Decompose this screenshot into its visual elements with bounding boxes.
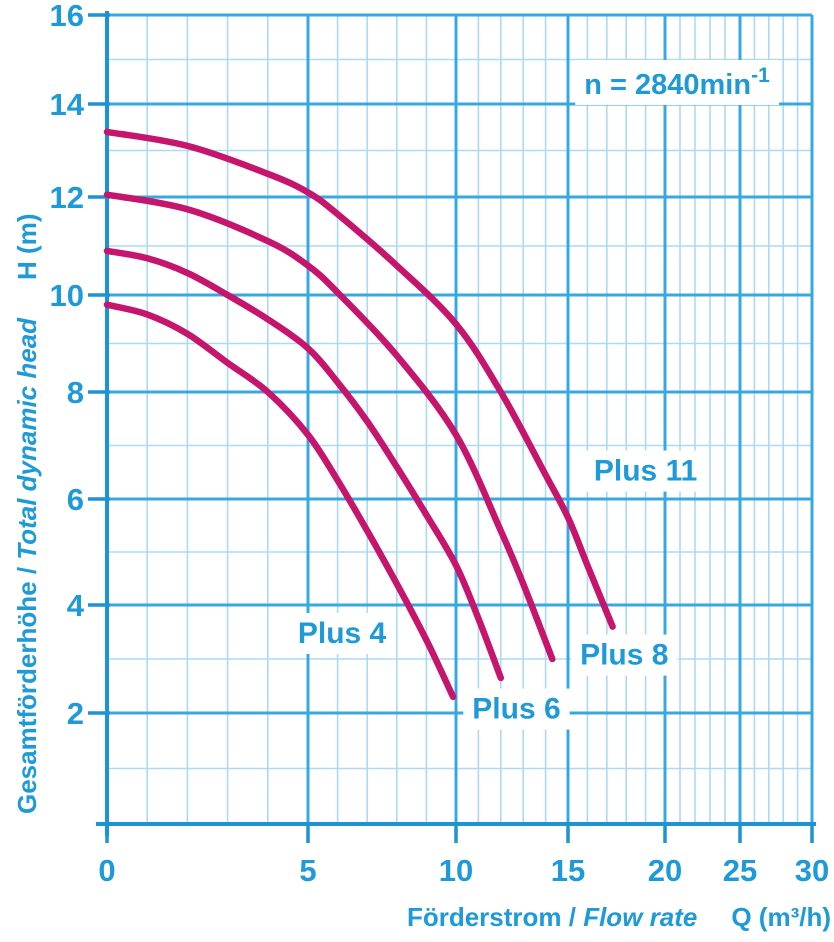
- series-label-plus-8: Plus 8: [580, 639, 668, 672]
- annotation-rotation-speed-bg: [575, 59, 780, 105]
- series-label-plus-6: Plus 6: [472, 693, 560, 726]
- y-tick-label-6: 6: [67, 482, 84, 517]
- x-tick-label-5: 5: [299, 853, 316, 888]
- y-tick-label-12: 12: [50, 180, 84, 215]
- y-tick-label-16: 16: [50, 0, 84, 33]
- series-label-plus-4-bg: [288, 613, 396, 654]
- curve-plus-11: [103, 128, 616, 630]
- y-tick-label-8: 8: [67, 375, 84, 410]
- x-tick-label-30: 30: [795, 853, 829, 888]
- curve-plus-4: [103, 301, 457, 701]
- x-tick-label-25: 25: [723, 853, 757, 888]
- x-tick-label-10: 10: [439, 853, 473, 888]
- annotation-rotation-speed: n = 2840min-1: [584, 64, 770, 101]
- grid-minor: [107, 15, 812, 824]
- curve-plus-8: [103, 191, 556, 663]
- axis-ticks: [88, 13, 814, 843]
- series-label-plus-11-bg: [584, 450, 707, 492]
- x-tick-label-20: 20: [648, 853, 682, 888]
- grid-major: [107, 13, 814, 824]
- x-tick-labels: 0 5 10 15 20 25 30: [98, 853, 829, 888]
- y-tick-label-2: 2: [67, 696, 84, 731]
- y-tick-labels: 2 4 6 8 10 12 14 16: [50, 0, 85, 731]
- series-label-plus-11: Plus 11: [594, 455, 697, 488]
- y-tick-label-4: 4: [67, 588, 85, 623]
- series-label-plus-8-bg: [571, 634, 678, 676]
- y-tick-label-10: 10: [50, 278, 84, 313]
- series-label-plus-6-bg: [463, 688, 570, 730]
- x-tick-label-0: 0: [98, 853, 115, 888]
- y-axis-title: Gesamtförderhöhe / Total dynamic headH (…: [12, 214, 42, 814]
- y-tick-label-14: 14: [50, 87, 85, 122]
- curve-plus-6: [103, 247, 505, 682]
- x-axis-title: Förderstrom / Flow rate Q (m³/h): [407, 902, 831, 932]
- series-label-plus-4: Plus 4: [298, 617, 387, 650]
- x-tick-label-15: 15: [551, 853, 585, 888]
